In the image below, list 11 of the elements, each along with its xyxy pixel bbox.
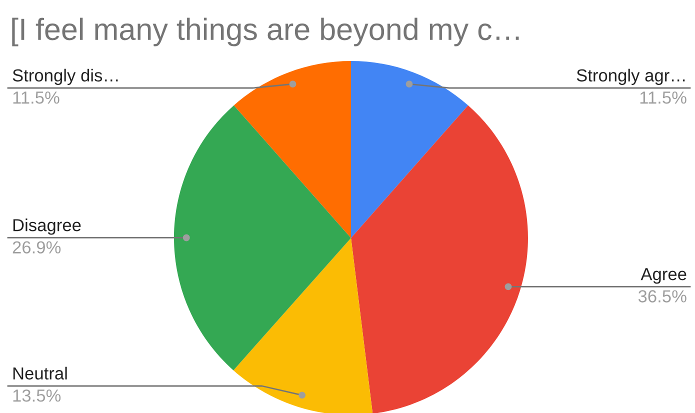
data-label: 26.9%: [12, 241, 61, 254]
chart-title: [I feel many things are beyond my c…: [12, 18, 519, 46]
data-label: 11.5%: [640, 92, 686, 104]
slice-label: Agree: [640, 268, 686, 284]
data-label: 36.5%: [638, 290, 686, 302]
slice-label: Strongly dis…: [12, 68, 118, 85]
slice-label: Neutral: [13, 366, 67, 380]
data-label: 13.5%: [13, 389, 61, 402]
data-label: 11.5%: [13, 92, 60, 104]
slice-label: Strongly agr…: [576, 68, 685, 85]
slice-label: Disagree: [13, 218, 81, 235]
